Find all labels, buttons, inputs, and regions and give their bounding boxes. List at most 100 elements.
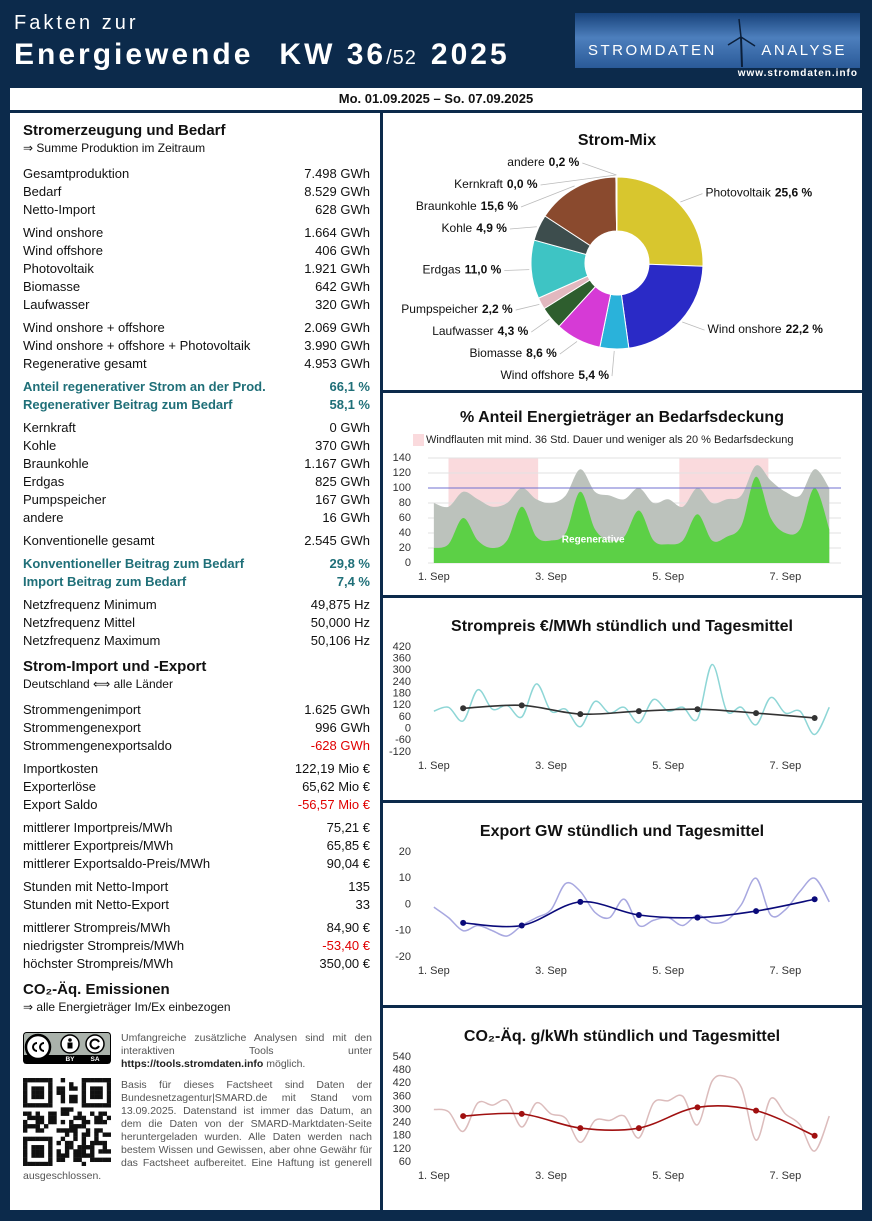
y-tick-label: -60 (395, 734, 411, 746)
legend-label: Windflauten mit mind. 36 Std. Dauer und … (426, 434, 793, 446)
qr-module (23, 1140, 28, 1146)
data-row: Netzfrequenz Minimum 49,875 Hz (23, 596, 370, 614)
qr-module (48, 1115, 53, 1121)
pie-slice (620, 263, 704, 349)
data-row: Import Beitrag zum Bedarf 7,4 % (23, 573, 370, 591)
chart: Export GW stündlich und Tagesmittel -20 -1… (395, 823, 830, 977)
qr-module (48, 1119, 53, 1125)
qr-module (64, 1153, 70, 1158)
cc-glyph (32, 1042, 45, 1052)
title-line-2: Energiewende KW 36/52 2025 (14, 38, 510, 75)
qr-module (60, 1111, 66, 1116)
qr-module (31, 1124, 36, 1129)
x-tick-label: 5. Sep (652, 965, 684, 977)
y-tick-label: 240 (393, 676, 411, 688)
value-label: 4,9 % (476, 221, 507, 235)
footer-icons: BY SA (23, 1032, 111, 1166)
data-row: Anteil regenerativer Strom an der Prod. 6… (23, 378, 370, 396)
qr-module (39, 1161, 45, 1166)
row-group: Wind onshore + offshore 2.069 GWh Wind ons… (23, 319, 370, 373)
row-value: 29,8 % (329, 556, 370, 571)
row-value: 642 GWh (315, 279, 370, 294)
data-row: niedrigster Strompreis/MWh -53,40 € (23, 937, 370, 955)
x-tick-label: 7. Sep (769, 965, 801, 977)
marker (518, 1110, 525, 1117)
section-subtitle: Deutschland ⟺ alle Länder (23, 677, 173, 691)
y-tick-label: 120 (393, 467, 411, 479)
row-label: höchster Strompreis/MWh (23, 956, 174, 971)
qr-module (98, 1157, 103, 1163)
data-row: Netto-Import 628 GWh (23, 201, 370, 219)
row-label: Laufwasser (23, 297, 90, 312)
data-row: Wind onshore + offshore 2.069 GWh (23, 319, 370, 337)
data-row: Export Saldo -56,57 Mio € (23, 796, 370, 814)
qr-module (94, 1086, 99, 1091)
qr-module (31, 1161, 36, 1166)
data-row: Regenerativer Beitrag zum Bedarf 58,1 % (23, 396, 370, 414)
row-value: 320 GWh (315, 297, 370, 312)
value-label: 4,3 % (498, 324, 529, 338)
marker (518, 922, 525, 929)
data-row: Laufwasser 320 GWh (23, 296, 370, 314)
qr-module (73, 1124, 78, 1129)
qr-module (48, 1140, 53, 1146)
row-group: Konventionelle gesamt 2.545 GWh (23, 532, 370, 550)
row-label: Wind onshore + offshore (23, 320, 165, 335)
marker (577, 711, 584, 718)
qr-module (39, 1090, 45, 1095)
qr-module (23, 1157, 28, 1163)
qr-module (35, 1103, 40, 1108)
qr-module (35, 1124, 40, 1129)
y-tick-label: 60 (399, 512, 411, 524)
qr-module (23, 1149, 28, 1154)
qr-module (102, 1111, 108, 1116)
marker (811, 896, 818, 903)
qr-module (69, 1094, 74, 1100)
qr-module (56, 1090, 61, 1095)
area (433, 476, 830, 563)
qr-module (73, 1157, 78, 1163)
tools-outro: möglich. (266, 1058, 306, 1070)
qr-module (31, 1149, 36, 1154)
qr-module (48, 1078, 53, 1083)
y-tick-label: 10 (399, 872, 411, 884)
marker (694, 914, 701, 921)
row-value: 1.664 GWh (304, 225, 370, 240)
row-group: Stunden mit Netto-Import 135 Stunden mit N… (23, 878, 370, 914)
data-row: Erdgas 825 GWh (23, 473, 370, 491)
y-tick-label: 420 (393, 1077, 411, 1089)
qr-module (90, 1078, 95, 1083)
data-row: Kernkraft 0 GWh (23, 419, 370, 437)
qr-module (85, 1119, 91, 1125)
value-label: 11,0 % (465, 263, 502, 277)
pie-label: Biomasse 8,6 % (469, 346, 557, 360)
qr-module (31, 1078, 36, 1083)
row-value: 1.921 GWh (304, 261, 370, 276)
section: CO₂-Äq. Emissionen ⇒ alle Energieträger I… (23, 981, 370, 1015)
qr-module (85, 1153, 91, 1158)
row-group: mittlerer Importpreis/MWh 75,21 € mittlere… (23, 819, 370, 873)
qr-module (23, 1153, 28, 1158)
section-subtitle: ⇒ alle Energieträger Im/Ex einbezogen (23, 1000, 231, 1014)
title-main: Energiewende (14, 38, 254, 71)
row-label: Wind onshore + offshore + Photovoltaik (23, 338, 251, 353)
qr-module (85, 1103, 91, 1108)
qr-module (73, 1098, 78, 1104)
row-value: 370 GWh (315, 438, 370, 453)
row-group: Kernkraft 0 GWh Kohle 370 GWh Braunkohle 1.16… (23, 419, 370, 527)
qr-module (56, 1128, 61, 1133)
data-row: Photovoltaik 1.921 GWh (23, 260, 370, 278)
qr-module (48, 1157, 53, 1163)
y-tick-label: 540 (393, 1051, 411, 1063)
qr-module (81, 1145, 87, 1150)
qr-module (64, 1111, 70, 1116)
qr-module (35, 1111, 40, 1116)
row-label: Konventioneller Beitrag zum Bedarf (23, 556, 245, 571)
qr-module (77, 1153, 82, 1158)
qr-module (98, 1078, 103, 1083)
row-group: Wind onshore 1.664 GWh Wind offshore 406 GW… (23, 224, 370, 314)
row-label: Erdgas (23, 474, 65, 489)
qr-module (94, 1115, 99, 1121)
row-value: 90,04 € (326, 856, 370, 871)
leader-line (520, 185, 575, 208)
